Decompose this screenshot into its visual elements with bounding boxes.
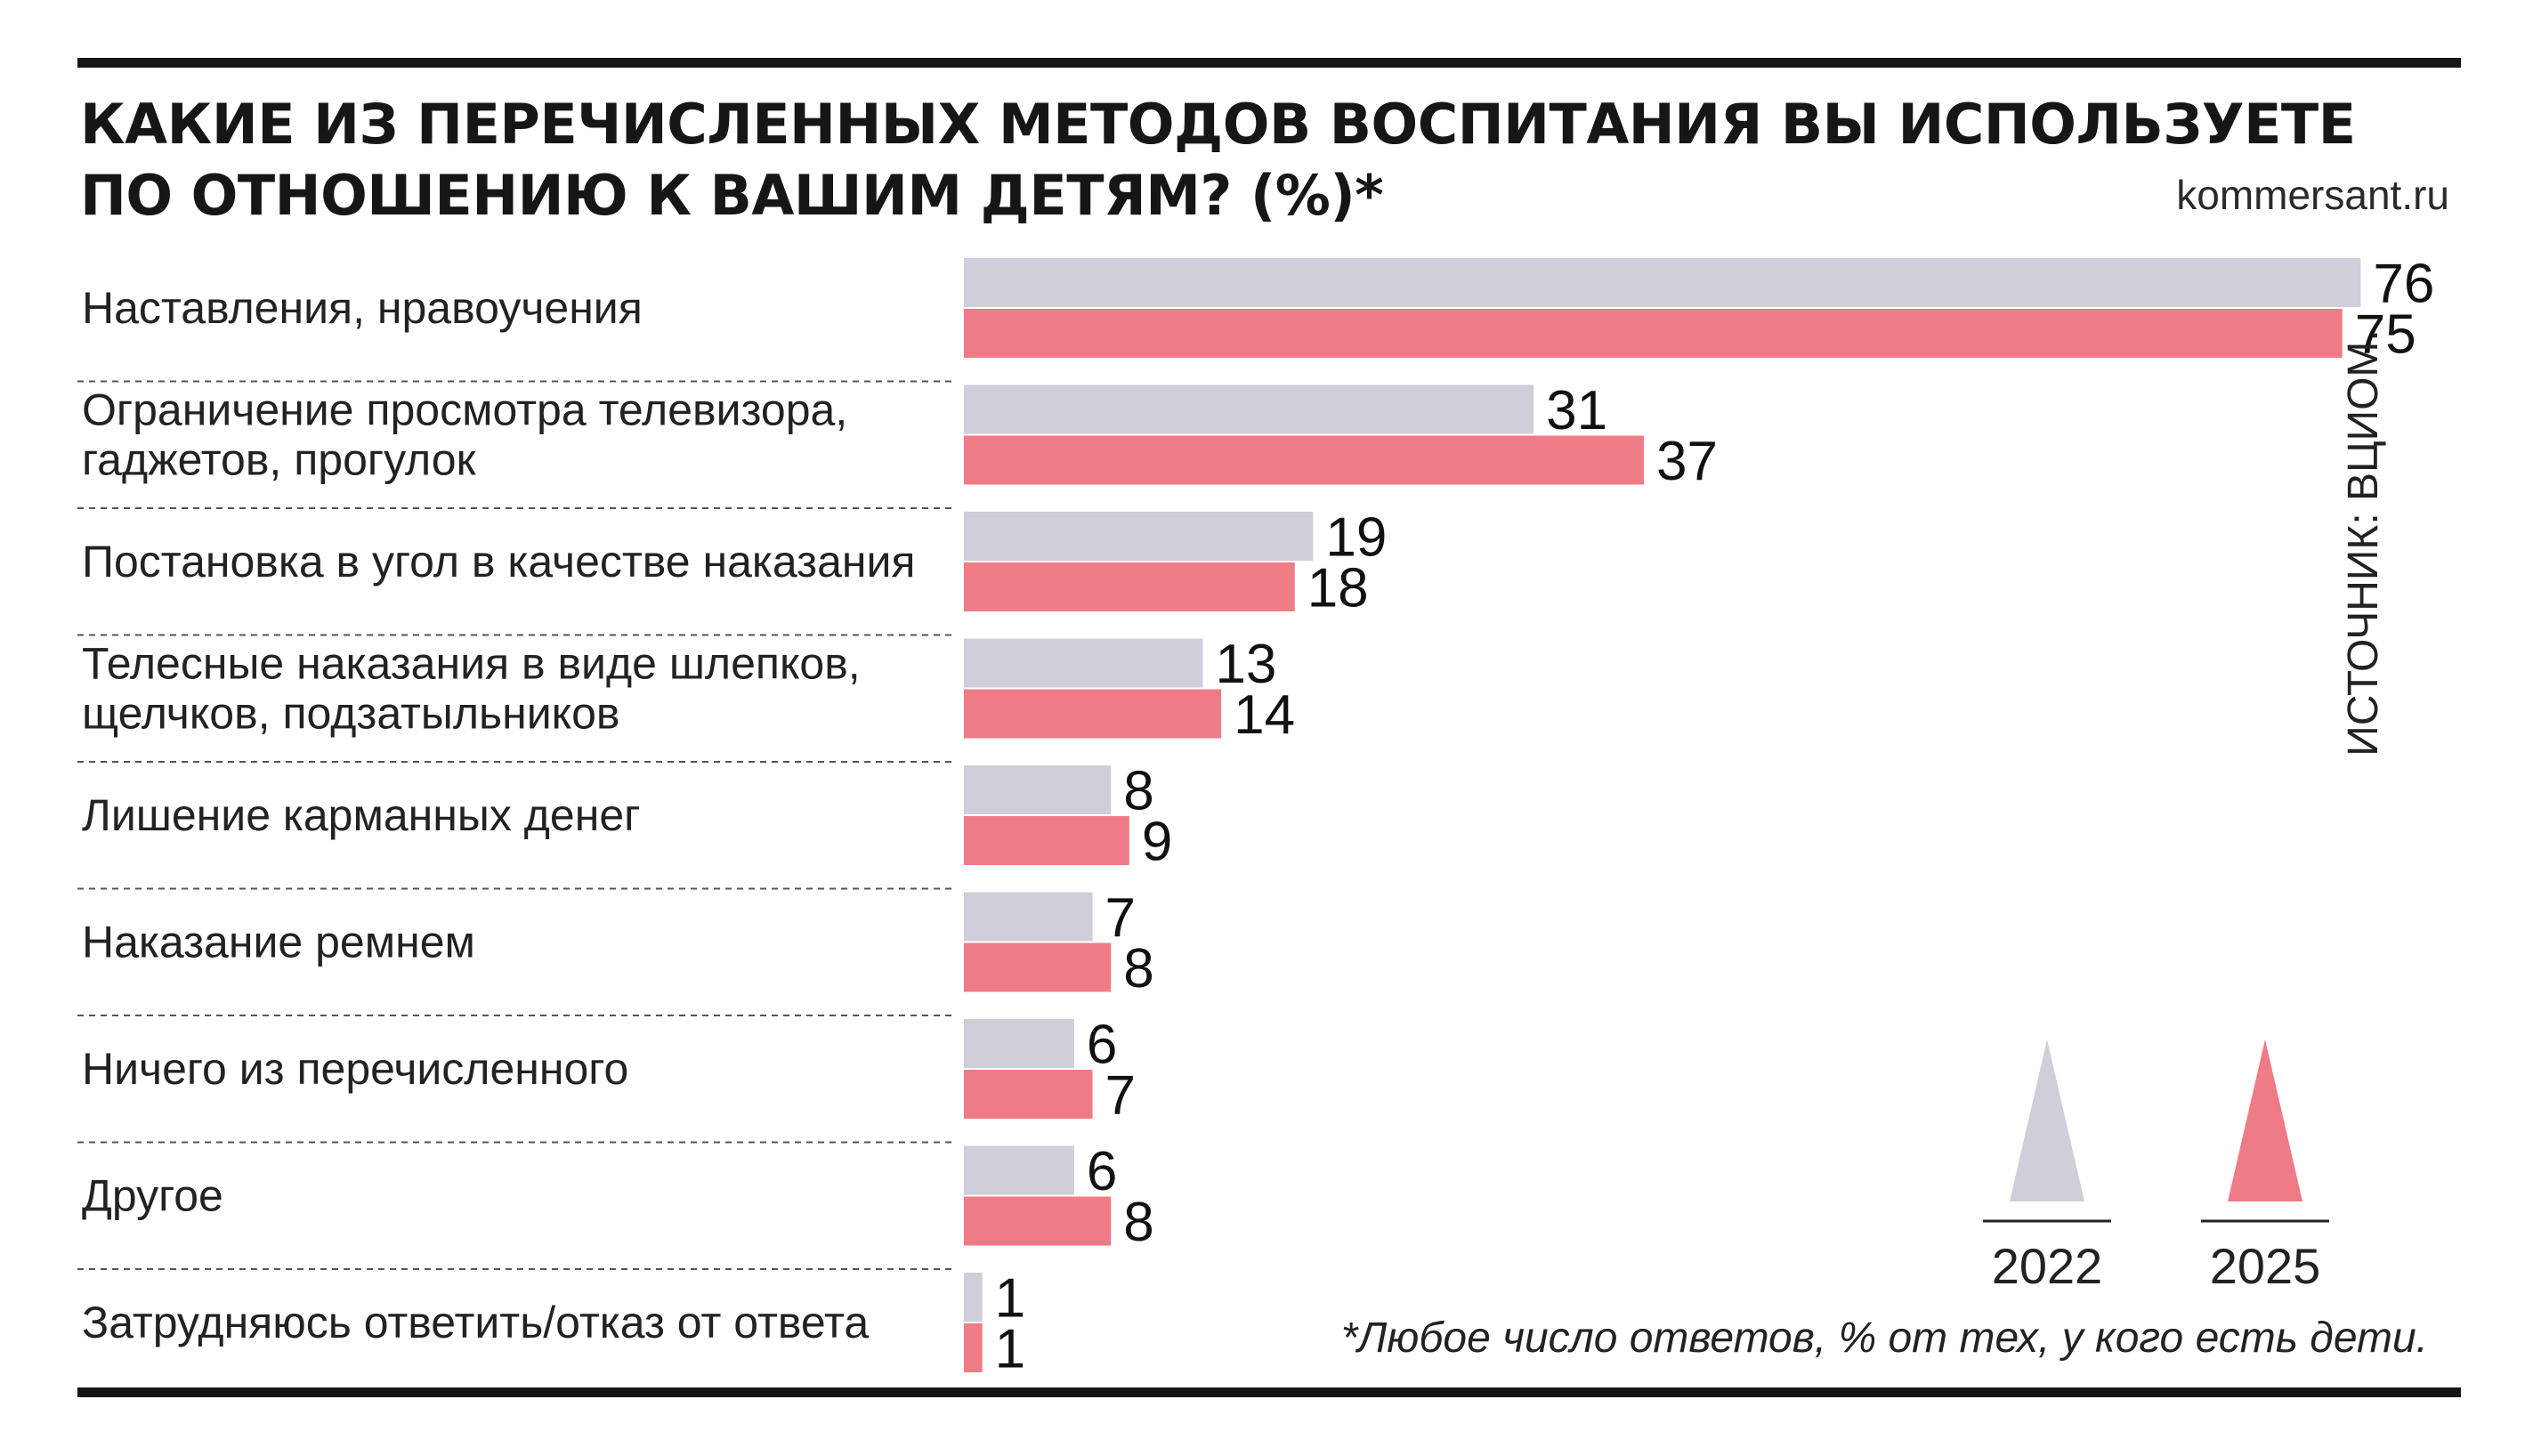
value-label-2022: 19 (1325, 507, 1387, 569)
category-label: Другое (82, 1171, 223, 1221)
value-label-2022: 7 (1105, 887, 1136, 949)
value-label-2025: 7 (1105, 1065, 1136, 1127)
legend: 2022 2025 (1983, 1039, 2329, 1294)
bar-2022 (964, 892, 1093, 942)
value-label-2022: 6 (1087, 1141, 1117, 1202)
category-label: Ничего из перечисленного (82, 1044, 628, 1094)
bar-2025 (964, 689, 1222, 739)
value-label-2025: 37 (1656, 431, 1718, 492)
title-line-1: КАКИЕ ИЗ ПЕРЕЧИСЛЕННЫХ МЕТОДОВ ВОСПИТАНИ… (80, 92, 2356, 157)
source-wrap: ИСТОЧНИК: ВЦИОМ. (2336, 276, 2390, 810)
value-label-2025: 8 (1123, 1192, 1153, 1253)
legend-marker-2022 (2010, 1039, 2084, 1201)
source-note: ИСТОЧНИК: ВЦИОМ. (2339, 329, 2387, 756)
category-label: Телесные наказания в виде шлепков, (82, 639, 861, 689)
category-label: Лишение карманных денег (82, 790, 640, 840)
legend-label-2025: 2025 (2210, 1238, 2321, 1294)
chart-rows: Наставления, нравоучения 7675Ограничение … (77, 254, 2434, 1380)
bar-2022 (964, 638, 1203, 688)
value-label-2025: 8 (1123, 938, 1153, 999)
top-rule (77, 58, 2461, 68)
value-label-2022: 13 (1215, 634, 1276, 695)
bar-2025 (964, 1323, 983, 1372)
bar-2025 (964, 816, 1129, 865)
bar-2025 (964, 1196, 1112, 1246)
category-label: щелчков, подзатыльников (82, 689, 619, 739)
bar-2025 (964, 435, 1645, 485)
category-label: гаджетов, прогулок (82, 435, 477, 485)
legend-label-2022: 2022 (1992, 1238, 2103, 1294)
value-label-2022: 1 (995, 1268, 1025, 1330)
value-label-2022: 6 (1087, 1015, 1117, 1076)
bar-2025 (964, 562, 1295, 611)
bar-2025 (964, 942, 1112, 992)
category-label: Ограничение просмотра телевизора, (82, 385, 847, 435)
bottom-rule (77, 1387, 2461, 1397)
bar-2025 (964, 309, 2343, 358)
value-label-2025: 18 (1307, 558, 1369, 619)
category-label: Затрудняюсь ответить/отказ от ответа (82, 1298, 869, 1347)
value-label-2022: 8 (1123, 761, 1153, 822)
bar-2022 (964, 765, 1112, 814)
footnote: *Любое число ответов, % от тех, у кого е… (1340, 1314, 2428, 1362)
chart-title: КАКИЕ ИЗ ПЕРЕЧИСЛЕННЫХ МЕТОДОВ ВОСПИТАНИ… (80, 89, 2359, 231)
value-label-2025: 1 (995, 1319, 1025, 1380)
value-label-2022: 31 (1546, 380, 1607, 441)
title-line-2: ПО ОТНОШЕНИЮ К ВАШИМ ДЕТЯМ? (%)* (80, 163, 1384, 228)
legend-marker-2025 (2228, 1039, 2302, 1201)
bar-2022 (964, 1145, 1074, 1195)
value-label-2025: 14 (1234, 684, 1295, 746)
value-label-2025: 75 (2355, 304, 2416, 366)
value-label-2022: 76 (2373, 254, 2434, 315)
bar-2022 (964, 1019, 1074, 1068)
bar-2022 (964, 512, 1314, 561)
bar-2022 (964, 384, 1534, 434)
category-label: Наказание ремнем (82, 918, 475, 967)
value-label-2025: 9 (1142, 812, 1172, 873)
bar-2022 (964, 1273, 983, 1322)
bar-2025 (964, 1070, 1093, 1119)
site-name: kommersant.ru (2176, 172, 2449, 218)
category-label: Наставления, нравоучения (82, 283, 643, 333)
category-label: Постановка в угол в качестве наказания (82, 537, 916, 586)
bar-2022 (964, 258, 2361, 307)
